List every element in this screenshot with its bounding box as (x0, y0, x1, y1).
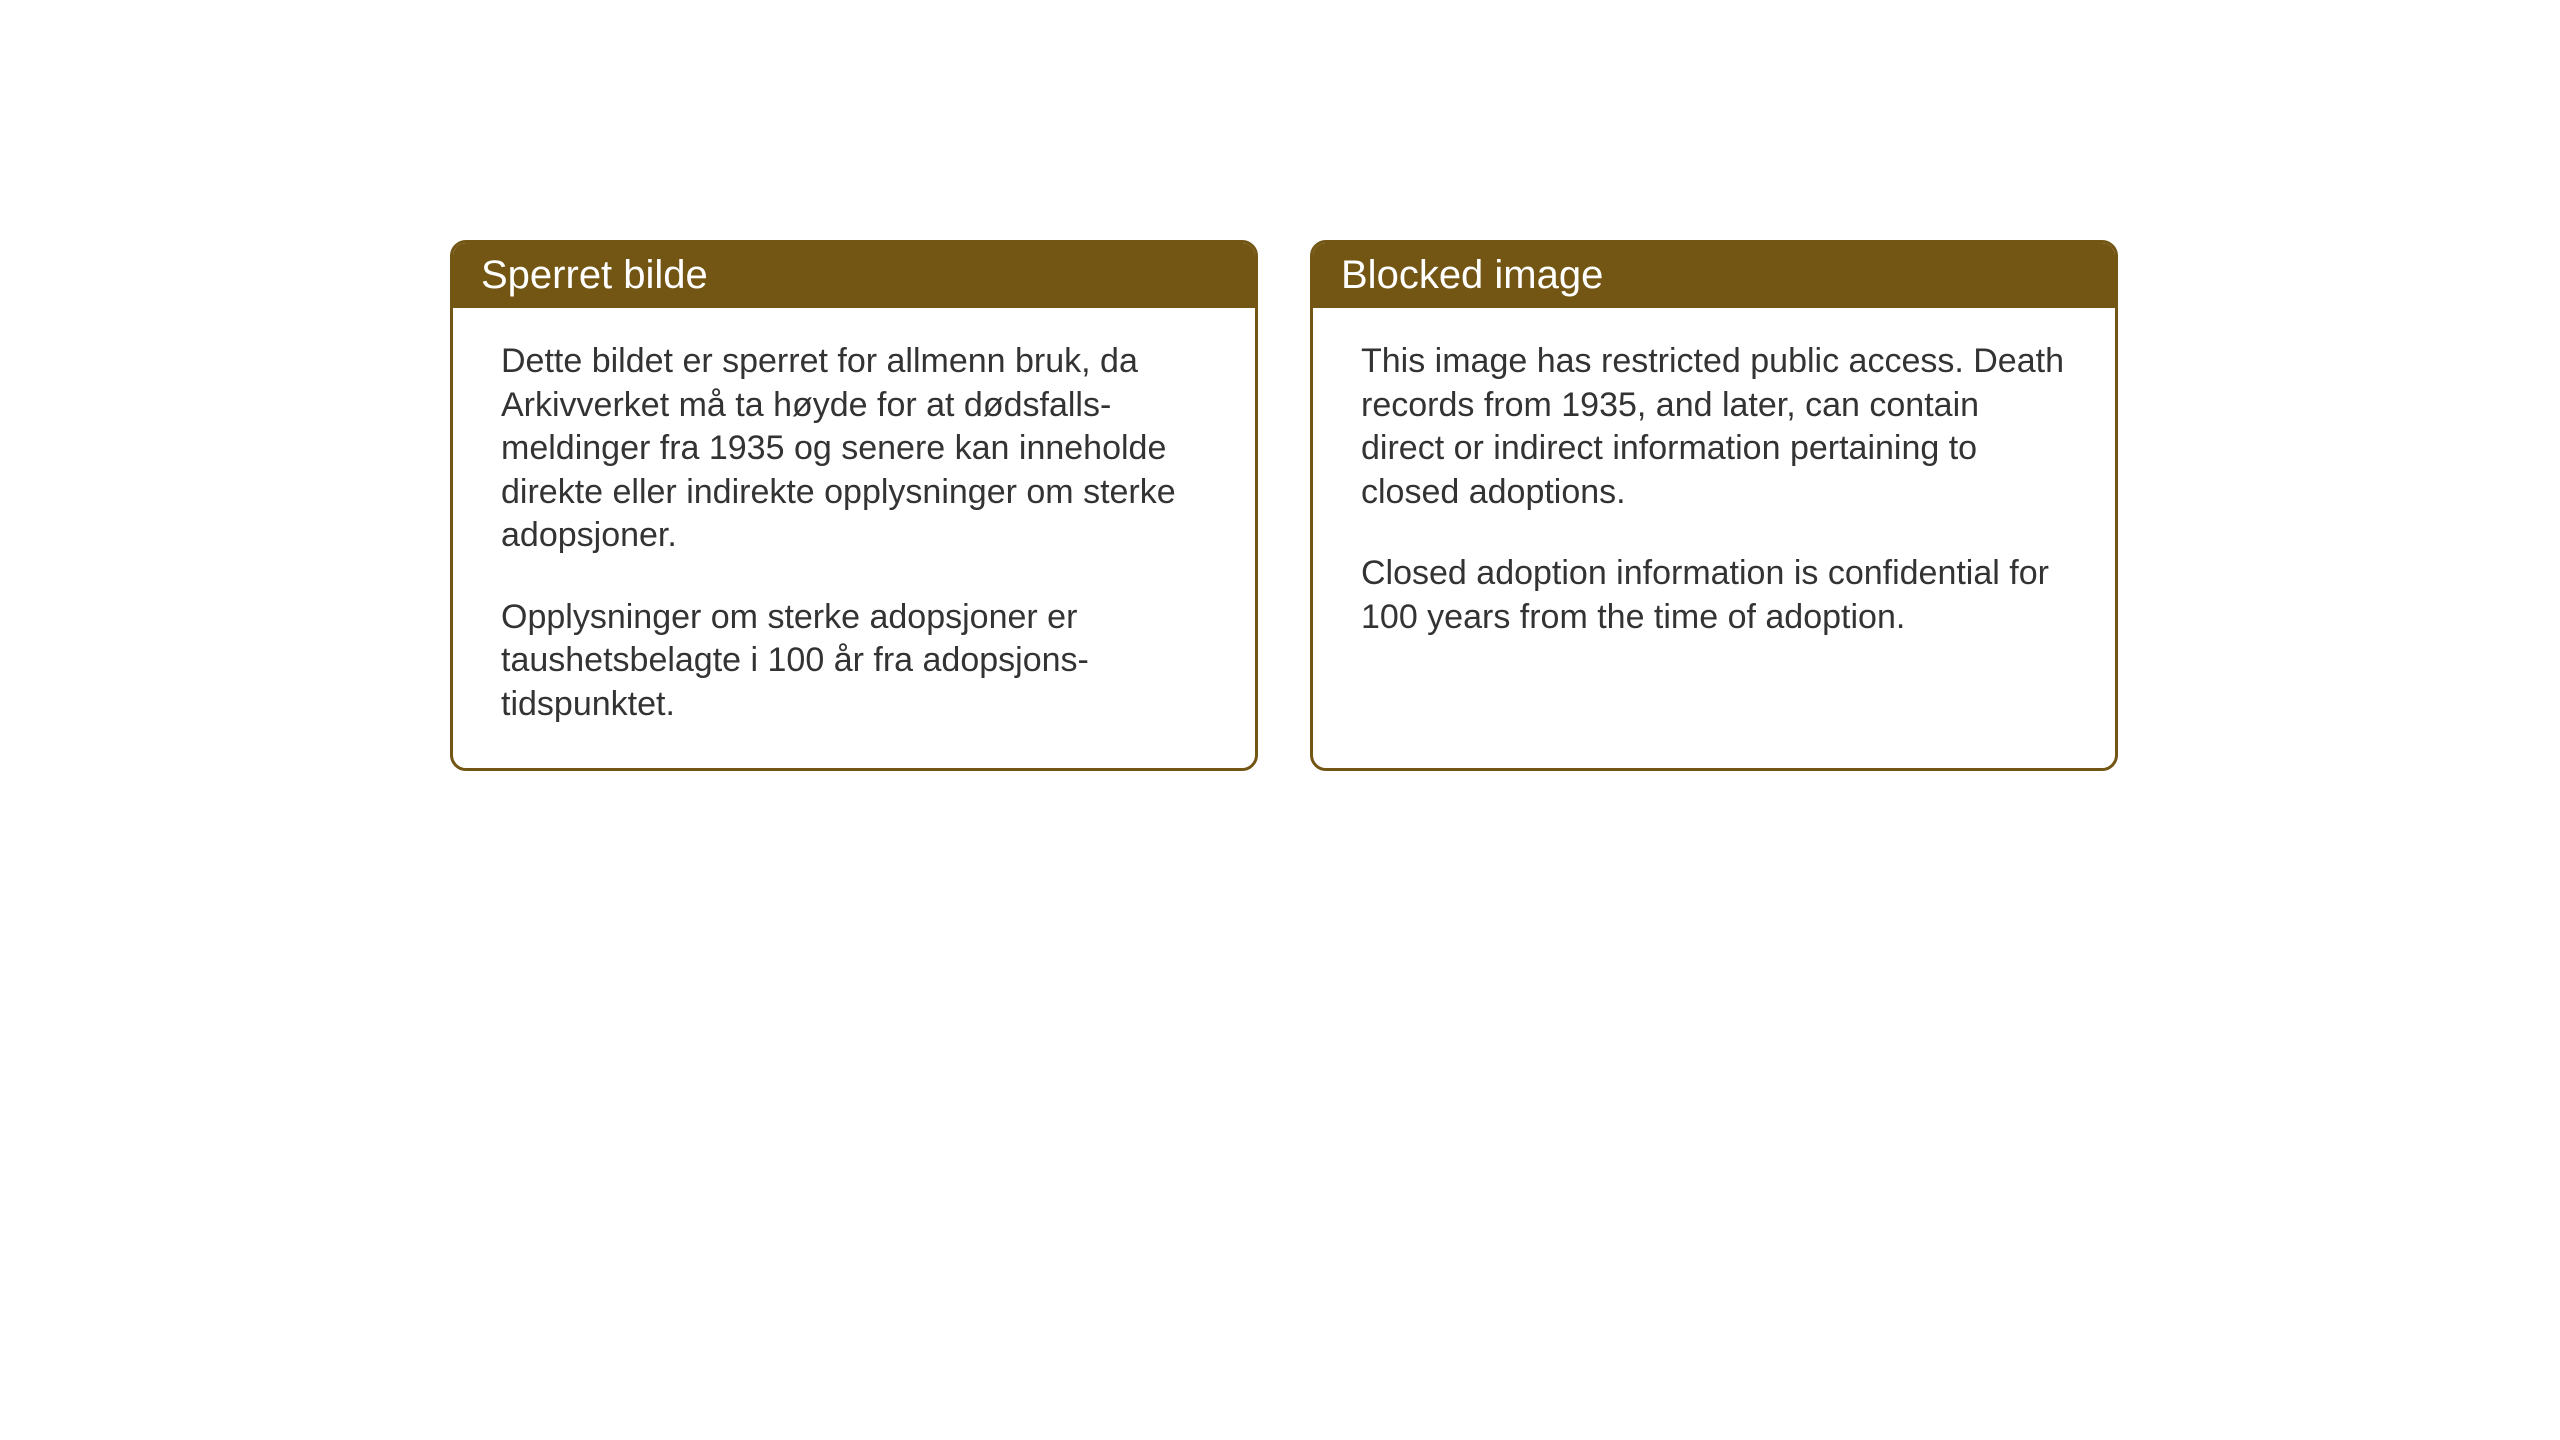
notice-paragraph-english-2: Closed adoption information is confident… (1361, 552, 2067, 639)
notice-paragraph-norwegian-2: Opplysninger om sterke adopsjoner er tau… (501, 596, 1207, 727)
notice-card-norwegian: Sperret bilde Dette bildet er sperret fo… (450, 240, 1258, 771)
notice-header-norwegian: Sperret bilde (453, 243, 1255, 308)
notice-card-english: Blocked image This image has restricted … (1310, 240, 2118, 771)
notice-container: Sperret bilde Dette bildet er sperret fo… (450, 240, 2118, 771)
notice-body-norwegian: Dette bildet er sperret for allmenn bruk… (453, 308, 1255, 768)
notice-body-english: This image has restricted public access.… (1313, 308, 2115, 681)
notice-paragraph-english-1: This image has restricted public access.… (1361, 340, 2067, 514)
notice-paragraph-norwegian-1: Dette bildet er sperret for allmenn bruk… (501, 340, 1207, 558)
notice-header-english: Blocked image (1313, 243, 2115, 308)
